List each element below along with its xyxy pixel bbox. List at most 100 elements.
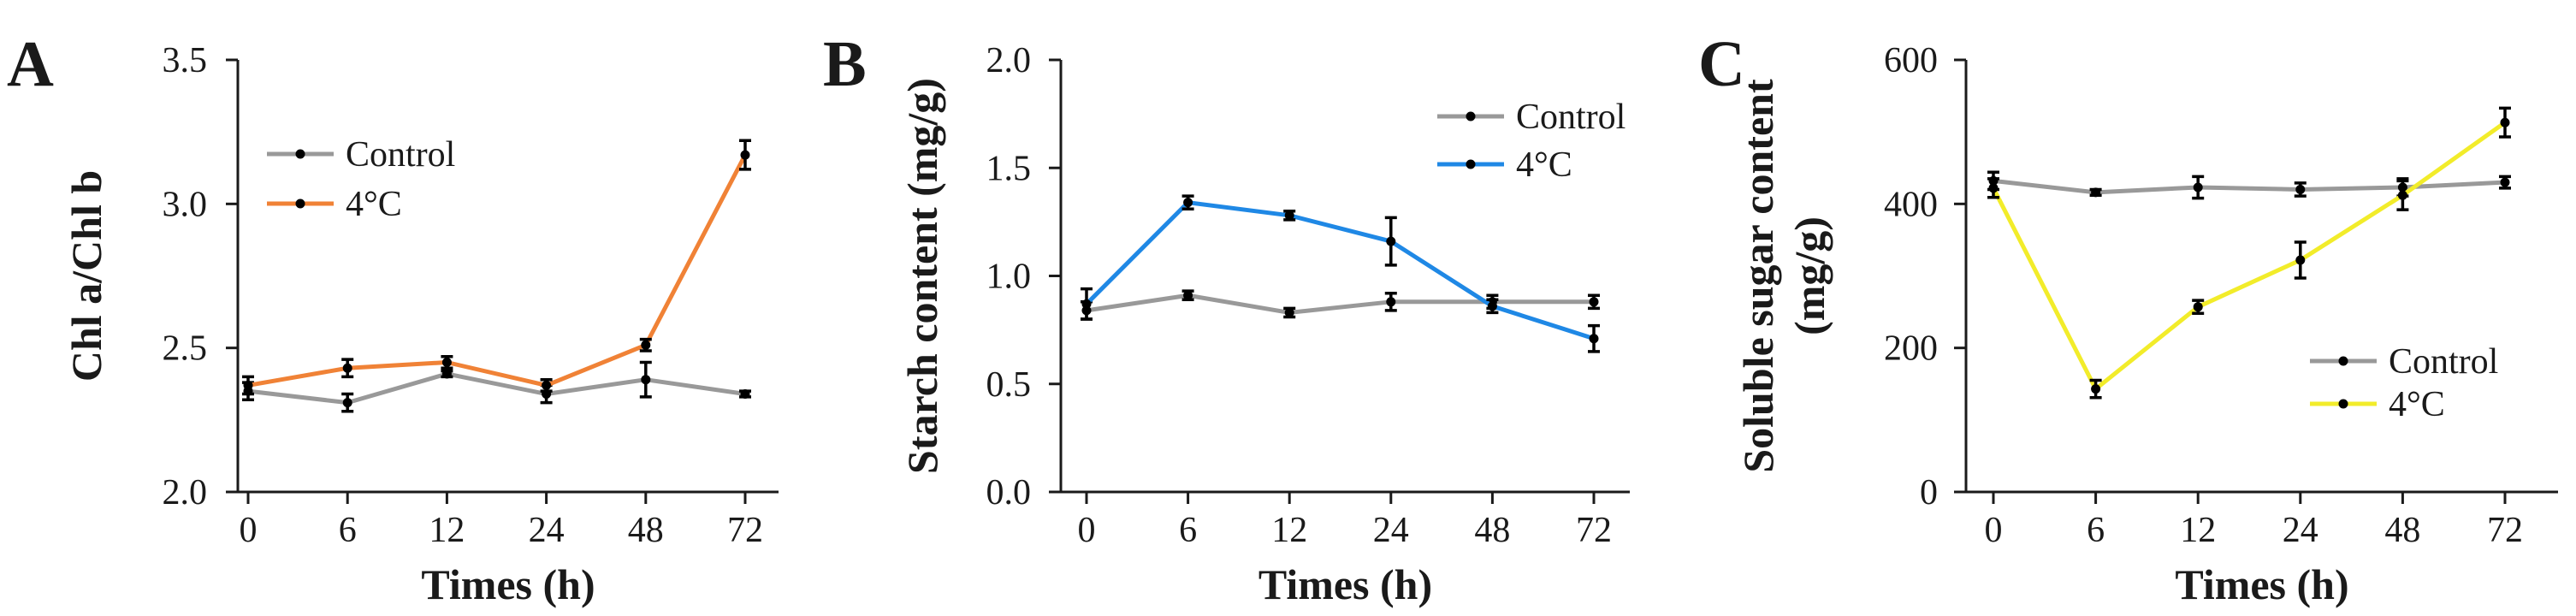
legend-label: 4°C bbox=[1516, 145, 1572, 185]
x-tick-label: 48 bbox=[2384, 511, 2420, 550]
series-line bbox=[247, 153, 748, 388]
data-point bbox=[342, 398, 352, 408]
legend-label: Control bbox=[346, 135, 455, 175]
legend-swatch-marker bbox=[295, 198, 305, 209]
panel-letter: C bbox=[1698, 28, 1745, 100]
data-point bbox=[441, 358, 452, 367]
data-point bbox=[2295, 255, 2306, 265]
x-tick-label: 72 bbox=[2487, 511, 2523, 550]
x-tick-label: 24 bbox=[529, 511, 565, 550]
data-point bbox=[441, 369, 452, 379]
data-point bbox=[1589, 297, 1599, 307]
data-point bbox=[1183, 198, 1193, 208]
data-point bbox=[542, 380, 552, 390]
series-control bbox=[242, 360, 751, 413]
y-tick-label: 600 bbox=[1884, 41, 1938, 80]
y-axis-title: Soluble sugar content bbox=[1734, 79, 1782, 473]
x-tick-label: 72 bbox=[1576, 511, 1612, 550]
data-point bbox=[2295, 185, 2306, 194]
series-cold bbox=[242, 139, 751, 396]
y-tick-label: 0 bbox=[1920, 473, 1938, 512]
x-tick-label: 24 bbox=[1373, 511, 1409, 550]
data-point bbox=[1284, 210, 1294, 221]
y-tick-label: 1.5 bbox=[986, 149, 1032, 188]
series-line bbox=[1991, 121, 2507, 392]
data-point bbox=[243, 380, 253, 390]
x-tick-label: 0 bbox=[240, 511, 258, 550]
data-point bbox=[1183, 290, 1193, 300]
y-tick-label: 2.0 bbox=[163, 473, 208, 512]
panel-a: A 2.0 2.5 3.0 3.5 0 6 12 24 48 72 Times (h) Chl a/Ch… bbox=[7, 28, 779, 608]
y-tick-label: 0.5 bbox=[986, 365, 1032, 405]
x-tick-label: 6 bbox=[2087, 511, 2105, 550]
series-line bbox=[1086, 293, 1594, 315]
x-tick-label: 12 bbox=[429, 511, 465, 550]
series-control bbox=[1987, 170, 2511, 200]
data-point bbox=[740, 150, 750, 160]
x-tick-label: 24 bbox=[2283, 511, 2318, 550]
panel-letter: A bbox=[7, 28, 54, 100]
series-line bbox=[247, 371, 746, 406]
legend-swatch-marker bbox=[1466, 111, 1476, 121]
y-tick-label: 2.5 bbox=[163, 329, 208, 369]
data-point bbox=[2397, 190, 2407, 200]
data-point bbox=[1386, 236, 1396, 246]
series-cold bbox=[1081, 194, 1600, 353]
panel-letter: B bbox=[823, 28, 867, 100]
data-point bbox=[1589, 334, 1599, 344]
x-axis-title: Times (h) bbox=[2175, 560, 2348, 608]
data-point bbox=[2091, 187, 2101, 198]
y-tick-label: 400 bbox=[1884, 185, 1938, 224]
data-point bbox=[740, 389, 750, 400]
legend-label: Control bbox=[1516, 98, 1626, 137]
data-point bbox=[2091, 384, 2101, 394]
x-tick-label: 6 bbox=[1179, 511, 1197, 550]
data-point bbox=[1487, 301, 1497, 311]
data-point bbox=[641, 375, 651, 385]
legend: Control 4°C bbox=[267, 135, 455, 224]
legend-swatch-marker bbox=[295, 149, 305, 159]
data-point bbox=[2500, 177, 2510, 187]
series-line bbox=[1085, 200, 1595, 341]
x-tick-label: 12 bbox=[1271, 511, 1307, 550]
x-axis-title: Times (h) bbox=[1258, 560, 1432, 608]
y-axis-title: Chl a/Chl b bbox=[62, 170, 110, 382]
y-tick-label: 2.0 bbox=[986, 41, 1032, 80]
data-point bbox=[641, 340, 651, 350]
x-tick-label: 72 bbox=[727, 511, 763, 550]
data-point bbox=[2193, 302, 2203, 312]
y-axis-title-line2: (mg/g) bbox=[1785, 216, 1833, 335]
panel-b: B 0.0 0.5 1.0 1.5 2.0 0 6 12 24 48 72 Times (h) Starc… bbox=[823, 28, 1630, 608]
data-point bbox=[1988, 183, 1999, 193]
legend-swatch-marker bbox=[1466, 159, 1476, 169]
legend-label: 4°C bbox=[346, 185, 402, 224]
legend: Control 4°C bbox=[1437, 98, 1626, 185]
series-line bbox=[1993, 178, 2506, 195]
x-tick-label: 6 bbox=[339, 511, 357, 550]
x-axis-title: Times (h) bbox=[421, 560, 595, 608]
y-axis-title: Starch content (mg/g) bbox=[898, 78, 946, 474]
legend-swatch-marker bbox=[2338, 356, 2348, 366]
y-tick-label: 3.0 bbox=[163, 185, 208, 224]
legend-swatch-marker bbox=[2338, 399, 2348, 409]
x-tick-label: 48 bbox=[628, 511, 664, 550]
x-tick-label: 0 bbox=[1078, 511, 1096, 550]
y-tick-label: 3.5 bbox=[163, 41, 208, 80]
legend-label: 4°C bbox=[2389, 385, 2445, 424]
legend-label: Control bbox=[2389, 342, 2498, 382]
series-cold bbox=[1987, 106, 2511, 400]
data-point bbox=[1284, 307, 1294, 317]
panel-c: C 0 200 400 600 0 6 12 24 48 72 Times (h) Soluble su… bbox=[1698, 28, 2558, 608]
x-tick-label: 0 bbox=[1985, 511, 2003, 550]
data-point bbox=[2500, 117, 2510, 127]
data-point bbox=[342, 363, 352, 373]
x-tick-label: 12 bbox=[2180, 511, 2216, 550]
data-point bbox=[1386, 297, 1396, 307]
data-point bbox=[1081, 299, 1092, 309]
y-tick-label: 200 bbox=[1884, 329, 1938, 369]
x-tick-label: 48 bbox=[1474, 511, 1510, 550]
data-point bbox=[2193, 182, 2203, 192]
y-tick-label: 1.0 bbox=[986, 258, 1032, 297]
